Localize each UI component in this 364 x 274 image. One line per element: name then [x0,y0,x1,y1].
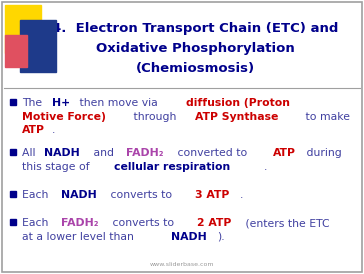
Text: FADH₂: FADH₂ [126,148,163,158]
Text: converted to: converted to [174,148,251,158]
Text: .: . [52,125,55,135]
Text: ).: ). [217,232,225,241]
Text: .: . [264,161,267,172]
Text: .: . [240,190,243,200]
Text: this stage of: this stage of [22,161,93,172]
Bar [20,20,56,72]
Text: at a lower level than: at a lower level than [22,232,137,241]
Text: during: during [302,148,341,158]
Text: NADH: NADH [60,190,96,200]
Text: All: All [22,148,39,158]
Text: The: The [22,98,46,108]
Text: 2 ATP: 2 ATP [198,218,232,228]
Text: ATP: ATP [22,125,45,135]
Bar [10,99,16,105]
Text: 4.  Electron Transport Chain (ETC) and: 4. Electron Transport Chain (ETC) and [52,22,338,35]
Bar [5,35,27,67]
Text: to make: to make [302,112,350,121]
Bar [10,191,16,197]
Text: Oxidative Phosphorylation: Oxidative Phosphorylation [96,42,294,55]
Text: and: and [90,148,118,158]
Text: FADH₂: FADH₂ [60,218,98,228]
Text: H+: H+ [52,98,71,108]
Text: Each: Each [22,190,52,200]
Text: diffusion (Proton: diffusion (Proton [186,98,290,108]
Text: through: through [130,112,180,121]
Bar [10,149,16,155]
Text: then move via: then move via [76,98,161,108]
Text: 3 ATP: 3 ATP [195,190,230,200]
Bar [10,219,16,225]
Text: cellular respiration: cellular respiration [114,161,230,172]
Text: www.sliderbase.com: www.sliderbase.com [150,262,214,267]
Text: Each: Each [22,218,52,228]
Text: Motive Force): Motive Force) [22,112,106,121]
Text: converts to: converts to [109,218,178,228]
Text: ATP Synthase: ATP Synthase [195,112,278,121]
Text: (Chemiosmosis): (Chemiosmosis) [135,62,254,75]
Text: ATP: ATP [273,148,296,158]
Text: (enters the ETC: (enters the ETC [242,218,329,228]
Text: converts to: converts to [107,190,175,200]
Bar [5,5,41,53]
Text: NADH: NADH [171,232,207,241]
Text: NADH: NADH [44,148,80,158]
